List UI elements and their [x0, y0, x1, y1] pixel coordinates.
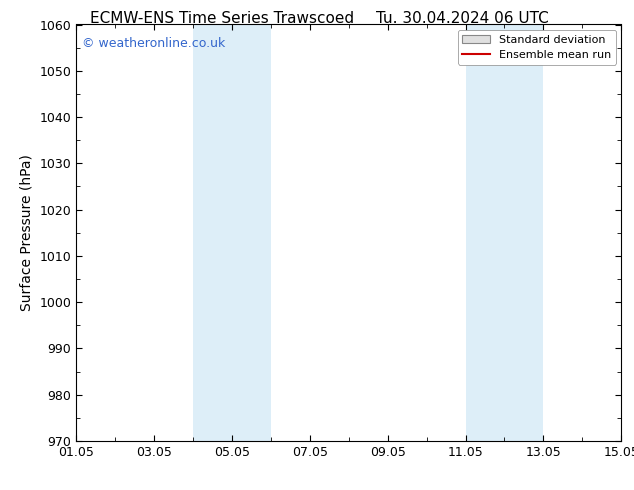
Text: ECMW-ENS Time Series Trawscoed: ECMW-ENS Time Series Trawscoed — [90, 11, 354, 26]
Bar — [193, 24, 271, 441]
Text: © weatheronline.co.uk: © weatheronline.co.uk — [82, 37, 225, 50]
Y-axis label: Surface Pressure (hPa): Surface Pressure (hPa) — [20, 154, 34, 311]
Text: Tu. 30.04.2024 06 UTC: Tu. 30.04.2024 06 UTC — [377, 11, 549, 26]
Bar — [465, 24, 543, 441]
Legend: Standard deviation, Ensemble mean run: Standard deviation, Ensemble mean run — [458, 30, 616, 65]
